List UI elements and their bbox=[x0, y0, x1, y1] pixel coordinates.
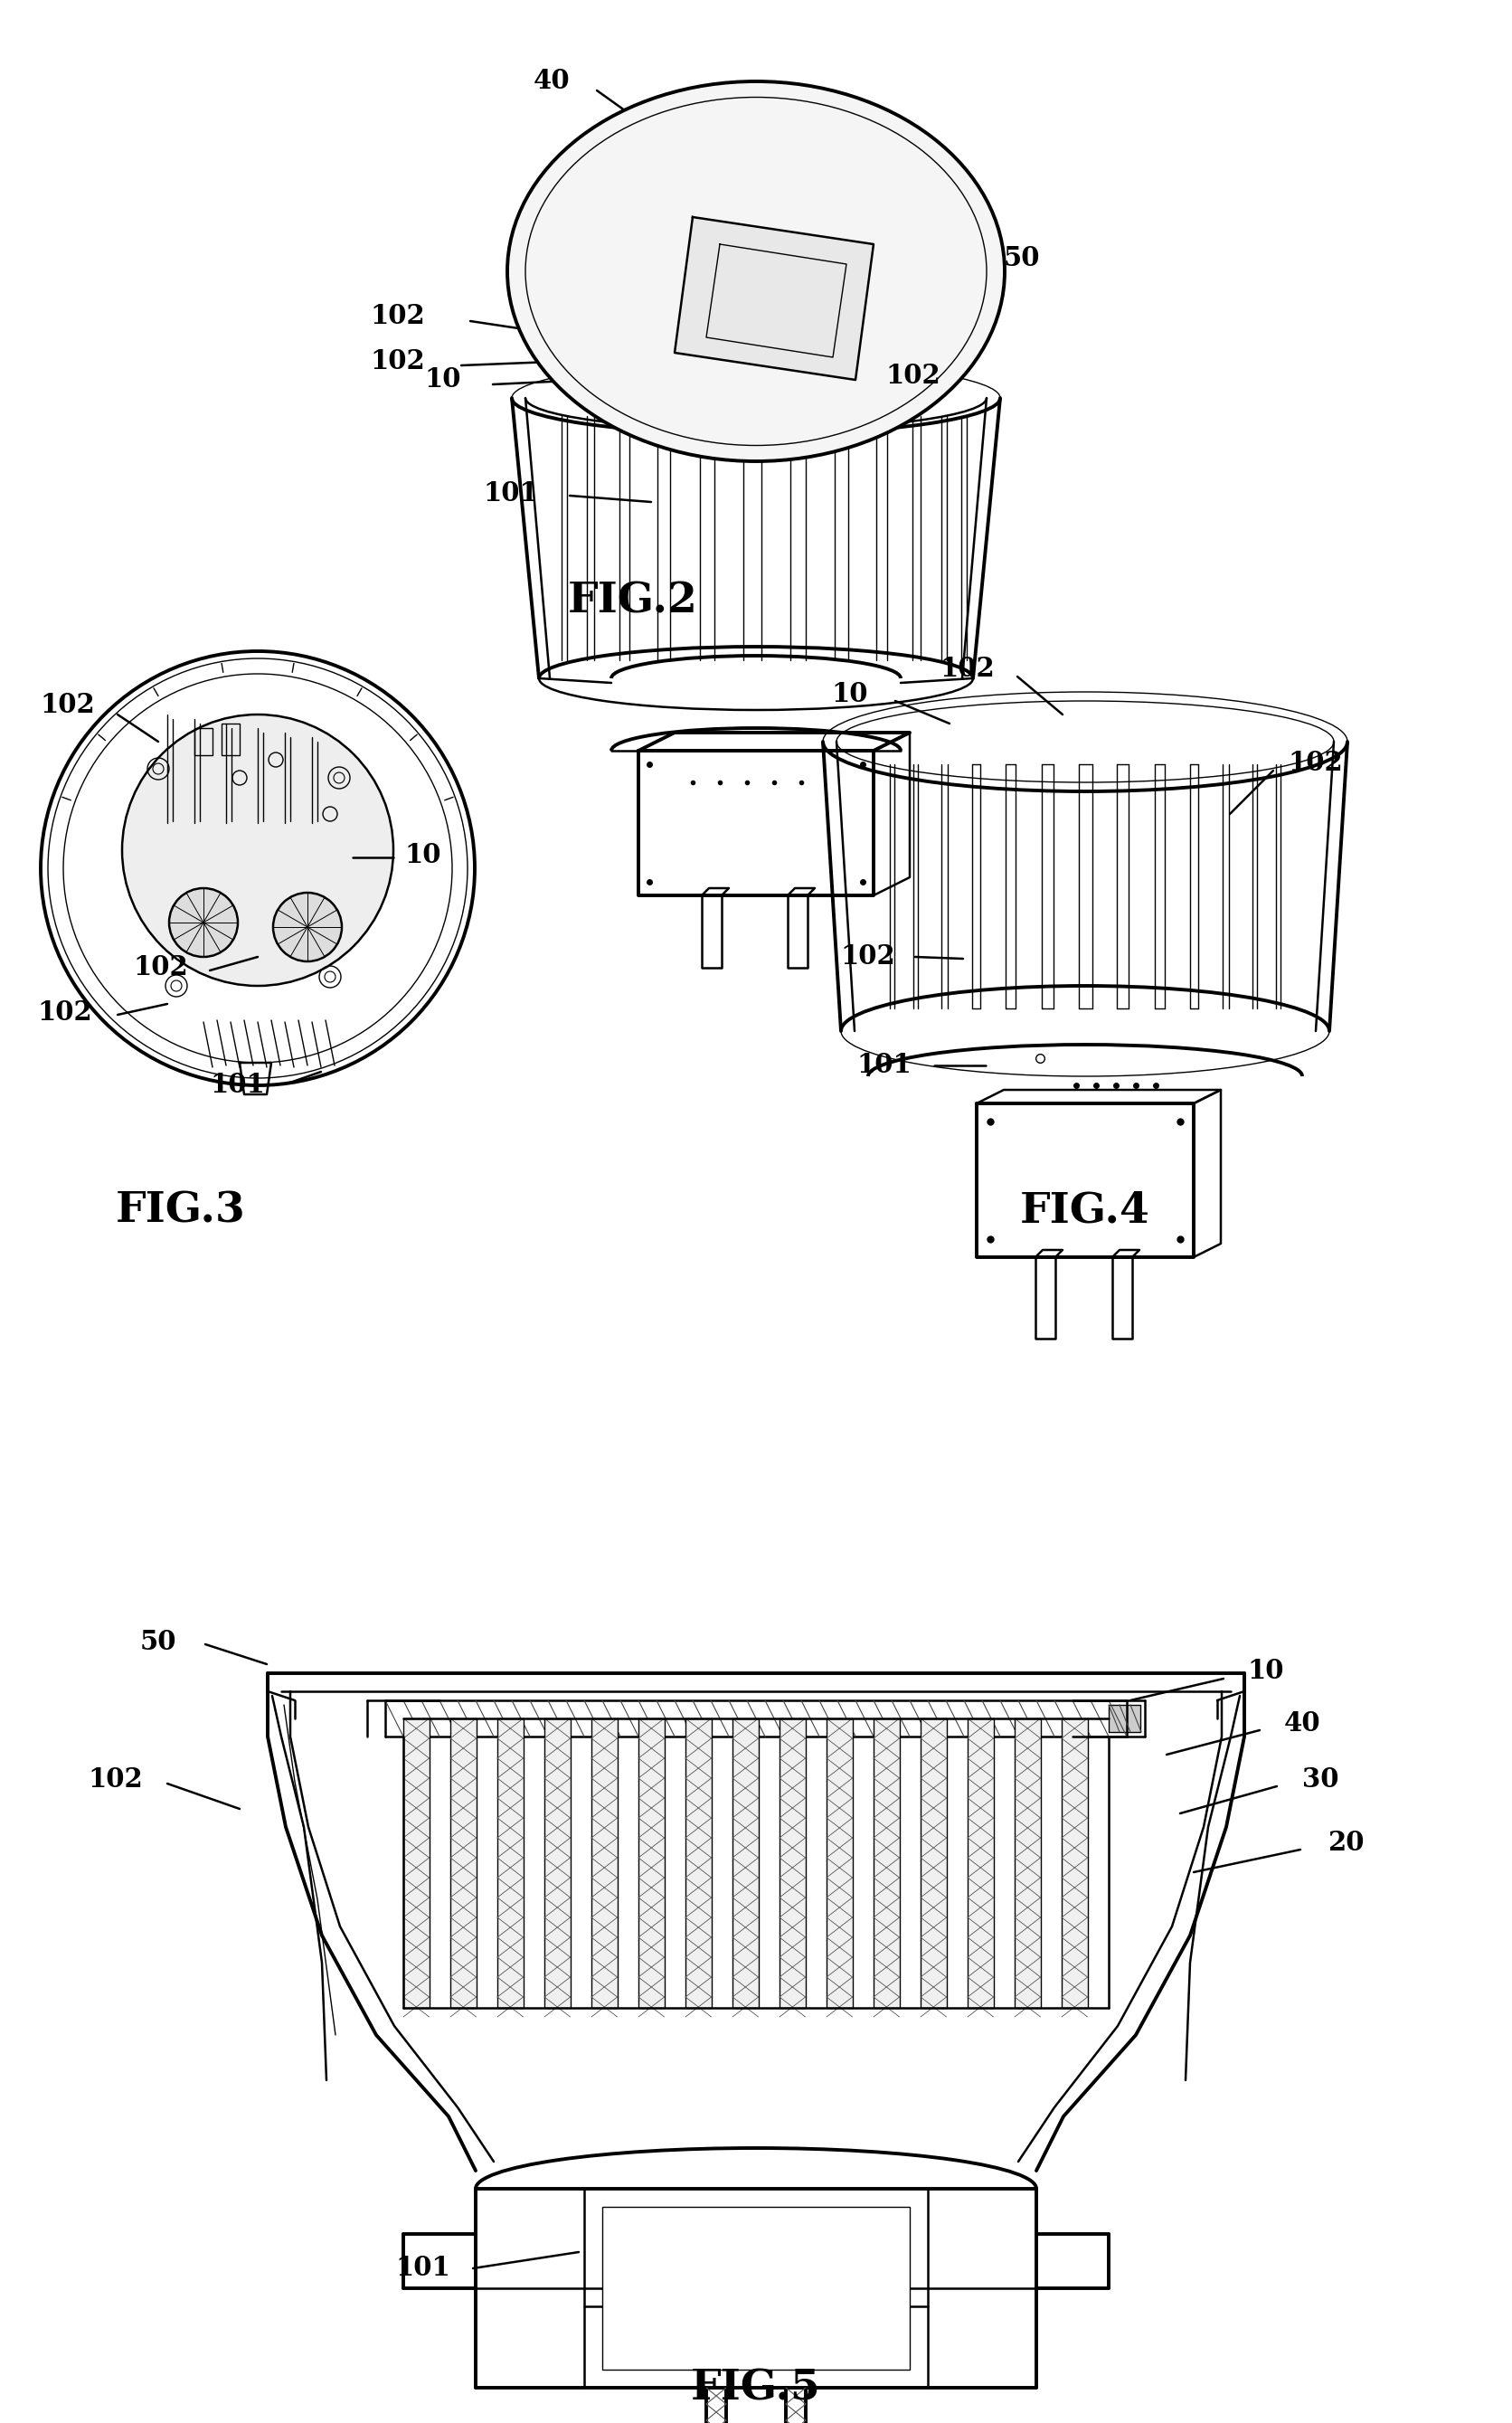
Text: 102: 102 bbox=[940, 657, 995, 683]
Text: FIG.3: FIG.3 bbox=[116, 1190, 246, 1231]
Text: 10: 10 bbox=[425, 366, 461, 393]
Text: 101: 101 bbox=[484, 480, 538, 506]
Bar bbox=[921, 1718, 947, 2009]
Bar bbox=[685, 1718, 711, 2009]
Text: 40: 40 bbox=[1284, 1711, 1320, 1735]
Circle shape bbox=[169, 889, 237, 957]
Ellipse shape bbox=[508, 82, 1004, 460]
Text: 102: 102 bbox=[841, 945, 895, 969]
Text: FIG.5: FIG.5 bbox=[691, 2367, 821, 2408]
Text: 50: 50 bbox=[1004, 245, 1040, 271]
Bar bbox=[1015, 1718, 1040, 2009]
Bar bbox=[591, 1718, 617, 2009]
Circle shape bbox=[122, 715, 393, 986]
Circle shape bbox=[274, 892, 342, 962]
Text: 50: 50 bbox=[141, 1628, 177, 1655]
Bar bbox=[544, 1718, 570, 2009]
Bar bbox=[827, 1718, 853, 2009]
Polygon shape bbox=[674, 218, 874, 380]
Text: 102: 102 bbox=[370, 349, 425, 376]
Text: 102: 102 bbox=[370, 303, 425, 330]
Text: FIG.2: FIG.2 bbox=[569, 582, 699, 623]
Bar bbox=[1108, 1706, 1140, 1732]
Text: 10: 10 bbox=[1247, 1657, 1284, 1684]
Text: 30: 30 bbox=[1302, 1766, 1338, 1793]
Text: 101: 101 bbox=[396, 2256, 451, 2282]
Bar bbox=[874, 1718, 900, 2009]
Text: 102: 102 bbox=[133, 955, 189, 981]
Bar bbox=[451, 1718, 476, 2009]
Text: 10: 10 bbox=[832, 681, 868, 708]
Bar bbox=[638, 1718, 664, 2009]
Bar bbox=[780, 1718, 806, 2009]
Bar bbox=[195, 727, 213, 756]
Text: 102: 102 bbox=[88, 1766, 144, 1793]
Bar bbox=[404, 1718, 429, 2009]
Bar bbox=[1061, 1718, 1087, 2009]
Text: FIG.4: FIG.4 bbox=[1021, 1190, 1151, 1231]
Bar bbox=[732, 1718, 759, 2009]
Text: 20: 20 bbox=[1328, 1829, 1364, 1856]
Text: 102: 102 bbox=[38, 1001, 92, 1025]
Text: 102: 102 bbox=[41, 693, 95, 720]
Text: 10: 10 bbox=[405, 841, 442, 867]
Bar bbox=[968, 1718, 993, 2009]
Text: 101: 101 bbox=[857, 1052, 912, 1078]
Text: 102: 102 bbox=[886, 361, 940, 388]
Bar bbox=[602, 2207, 910, 2370]
Bar bbox=[497, 1718, 523, 2009]
Text: 101: 101 bbox=[210, 1073, 265, 1098]
Bar bbox=[222, 724, 239, 756]
Text: 102: 102 bbox=[1288, 749, 1343, 775]
Text: 40: 40 bbox=[534, 68, 570, 94]
